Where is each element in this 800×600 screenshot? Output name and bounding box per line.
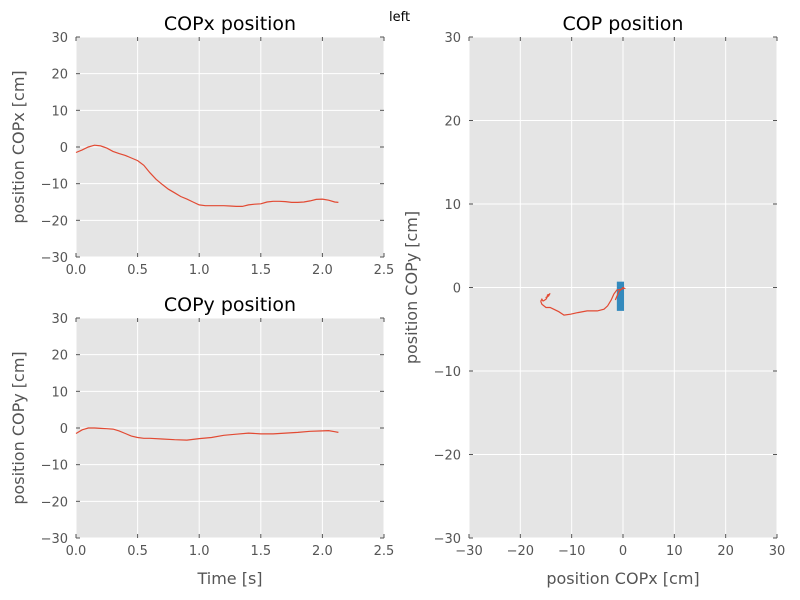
chart-title: COPy position	[164, 294, 296, 316]
y-tick-label: 20	[444, 115, 461, 130]
y-tick-label: 30	[444, 31, 461, 46]
y-tick-label: −20	[434, 449, 461, 464]
chart-title: COP position	[563, 13, 684, 35]
y-axis-label: position COPx [cm]	[9, 70, 28, 223]
x-tick-label: 2.0	[312, 544, 333, 559]
y-tick-label: 0	[60, 141, 68, 156]
figure-top-label: left	[389, 10, 411, 25]
chart-cop: −30 −20 −10 0 10 20 30 30 20 10 0 −10 −20 −30 COP posi…	[402, 13, 785, 588]
x-axis-label: position COPx [cm]	[546, 569, 699, 588]
y-tick-label: 20	[51, 68, 68, 83]
x-tick-label: 0.5	[127, 544, 148, 559]
x-tick-label: −30	[455, 544, 482, 559]
y-tick-label: 10	[51, 104, 68, 119]
chart-copy: 0.0 0.5 1.0 1.5 2.0 2.5 30 20 10 0 −10 −20 −30 COPy p…	[9, 294, 394, 588]
series-line	[75, 144, 339, 207]
x-tick-label: 0	[619, 544, 627, 559]
y-tick-label: 0	[60, 422, 68, 437]
x-tick-label: 2.0	[312, 263, 333, 278]
chart-title: COPx position	[164, 13, 296, 35]
series-line	[75, 427, 339, 441]
y-tick-label: 10	[51, 385, 68, 400]
y-tick-label: 0	[453, 282, 461, 297]
x-tick-label: 0.0	[66, 263, 87, 278]
y-tick-label: −30	[41, 251, 68, 266]
x-tick-label: −20	[507, 544, 534, 559]
series-line	[540, 286, 627, 316]
x-tick-label: 30	[769, 544, 786, 559]
y-tick-label: −10	[41, 459, 68, 474]
y-tick-label: 30	[51, 31, 68, 46]
y-tick-label: 30	[51, 312, 68, 327]
x-tick-label: 2.5	[374, 263, 395, 278]
y-tick-label: −10	[41, 178, 68, 193]
x-tick-label: −10	[558, 544, 585, 559]
x-tick-label: 1.5	[250, 544, 271, 559]
y-tick-label: −20	[41, 214, 68, 229]
x-axis-label: Time [s]	[196, 569, 262, 588]
y-tick-label: −10	[434, 365, 461, 380]
x-tick-label: 1.0	[189, 544, 210, 559]
x-tick-label: 1.0	[189, 263, 210, 278]
y-tick-label: −20	[41, 495, 68, 510]
x-tick-label: 0.5	[127, 263, 148, 278]
marker-bar	[616, 281, 625, 311]
x-tick-label: 0.0	[66, 544, 87, 559]
chart-copx: 0.0 0.5 1.0 1.5 2.0 2.5 30 20 10 0 −10 −20 −30 COPx p…	[9, 13, 394, 278]
y-tick-label: 10	[444, 198, 461, 213]
y-tick-label: −30	[434, 532, 461, 547]
x-tick-label: 1.5	[250, 263, 271, 278]
y-tick-label: −30	[41, 532, 68, 547]
y-axis-label: position COPy [cm]	[9, 351, 28, 504]
x-tick-label: 10	[666, 544, 683, 559]
y-tick-label: 20	[51, 349, 68, 364]
y-axis-label: position COPy [cm]	[402, 211, 421, 364]
x-tick-label: 20	[717, 544, 734, 559]
x-tick-label: 2.5	[374, 544, 395, 559]
